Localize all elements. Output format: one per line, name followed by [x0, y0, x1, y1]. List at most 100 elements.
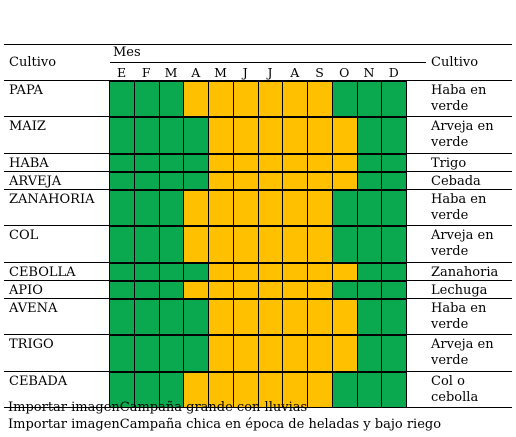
header-mes: Mes [113, 45, 141, 60]
calendar-cell [232, 190, 259, 225]
calendar-cell [183, 190, 209, 225]
calendar-cell [257, 117, 283, 153]
calendar-cell [331, 299, 358, 334]
next-crop: Haba en [431, 83, 487, 98]
calendar-cell [208, 117, 234, 153]
row-rule [4, 280, 512, 281]
row-rule [4, 262, 512, 263]
calendar-cell [282, 81, 308, 116]
calendar-cell [331, 335, 358, 371]
crop-name: HABA [9, 156, 49, 171]
calendar-cell [183, 226, 209, 262]
calendar-cell [183, 117, 209, 153]
month-header: A [290, 65, 300, 80]
crop-name: TRIGO [9, 337, 54, 352]
calendar-cell [307, 226, 333, 262]
calendar-cell [282, 172, 308, 189]
calendar-cell [133, 226, 160, 262]
calendar-cell [307, 335, 333, 371]
row-rule [4, 298, 512, 299]
calendar-cell [381, 299, 407, 334]
next-crop: Cebada [431, 174, 481, 189]
next-crop: verde [431, 353, 469, 368]
calendar-cell [257, 81, 283, 116]
row-rule [4, 171, 512, 172]
next-crop: verde [431, 208, 469, 223]
calendar-cell [232, 172, 259, 189]
calendar-cell [282, 372, 308, 407]
calendar-cell [307, 117, 333, 153]
month-header: O [339, 65, 350, 80]
month-header: J [242, 65, 248, 80]
calendar-cell [208, 154, 234, 171]
calendar-cell [208, 372, 234, 407]
next-crop: Arveja en [431, 228, 494, 243]
calendar-cell [232, 335, 259, 371]
row-rule [4, 189, 512, 190]
calendar-cell [133, 117, 160, 153]
calendar-cell [158, 372, 184, 407]
calendar-cell [356, 117, 382, 153]
calendar-cell [257, 281, 283, 298]
legend-minor-season: Importar imagenCampaña chica en época de… [8, 417, 442, 432]
month-header: A [191, 65, 201, 80]
row-rule [4, 225, 512, 226]
calendar-cell [307, 81, 333, 116]
calendar-cell [381, 263, 407, 280]
calendar-cell [307, 299, 333, 334]
calendar-cell [257, 263, 283, 280]
calendar-cell [133, 281, 160, 298]
calendar-cell [356, 335, 382, 371]
calendar-cell [208, 281, 234, 298]
calendar-cell [183, 154, 209, 171]
next-crop: Zanahoria [431, 265, 499, 280]
calendar-cell [208, 81, 234, 116]
calendar-cell [307, 263, 333, 280]
next-crop: Lechuga [431, 283, 488, 298]
calendar-cell [133, 372, 160, 407]
calendar-cell [109, 154, 135, 171]
calendar-cell [232, 281, 259, 298]
calendar-cell [109, 172, 135, 189]
calendar-cell [183, 335, 209, 371]
crop-name: CEBOLLA [9, 265, 76, 280]
calendar-cell [282, 299, 308, 334]
calendar-cell [356, 263, 382, 280]
calendar-cell [183, 372, 209, 407]
calendar-cell [133, 172, 160, 189]
calendar-cell [381, 117, 407, 153]
next-crop: verde [431, 135, 469, 150]
calendar-cell [133, 263, 160, 280]
next-crop: cebolla [431, 390, 479, 405]
calendar-cell [381, 172, 407, 189]
calendar-cell [331, 263, 358, 280]
month-header: E [116, 65, 127, 80]
calendar-cell [257, 335, 283, 371]
next-crop: verde [431, 244, 469, 259]
calendar-cell [208, 172, 234, 189]
calendar-cell [109, 299, 135, 334]
next-crop: Arveja en [431, 337, 494, 352]
calendar-cell [158, 281, 184, 298]
crop-name: CEBADA [9, 374, 68, 389]
calendar-cell [282, 117, 308, 153]
calendar-cell [232, 81, 259, 116]
calendar-cell [208, 263, 234, 280]
calendar-cell [381, 226, 407, 262]
header-cultivo-right: Cultivo [431, 55, 479, 70]
calendar-cell [232, 299, 259, 334]
month-header: N [363, 65, 375, 80]
calendar-cell [331, 81, 358, 116]
calendar-cell [282, 335, 308, 371]
calendar-cell [356, 190, 382, 225]
calendar-cell [307, 154, 333, 171]
calendar-cell [331, 226, 358, 262]
month-header: S [315, 65, 324, 80]
calendar-cell [307, 372, 333, 407]
calendar-cell [331, 154, 358, 171]
row-rule [4, 334, 512, 335]
month-header: M [214, 65, 227, 80]
row-rule [4, 407, 512, 408]
calendar-cell [257, 154, 283, 171]
